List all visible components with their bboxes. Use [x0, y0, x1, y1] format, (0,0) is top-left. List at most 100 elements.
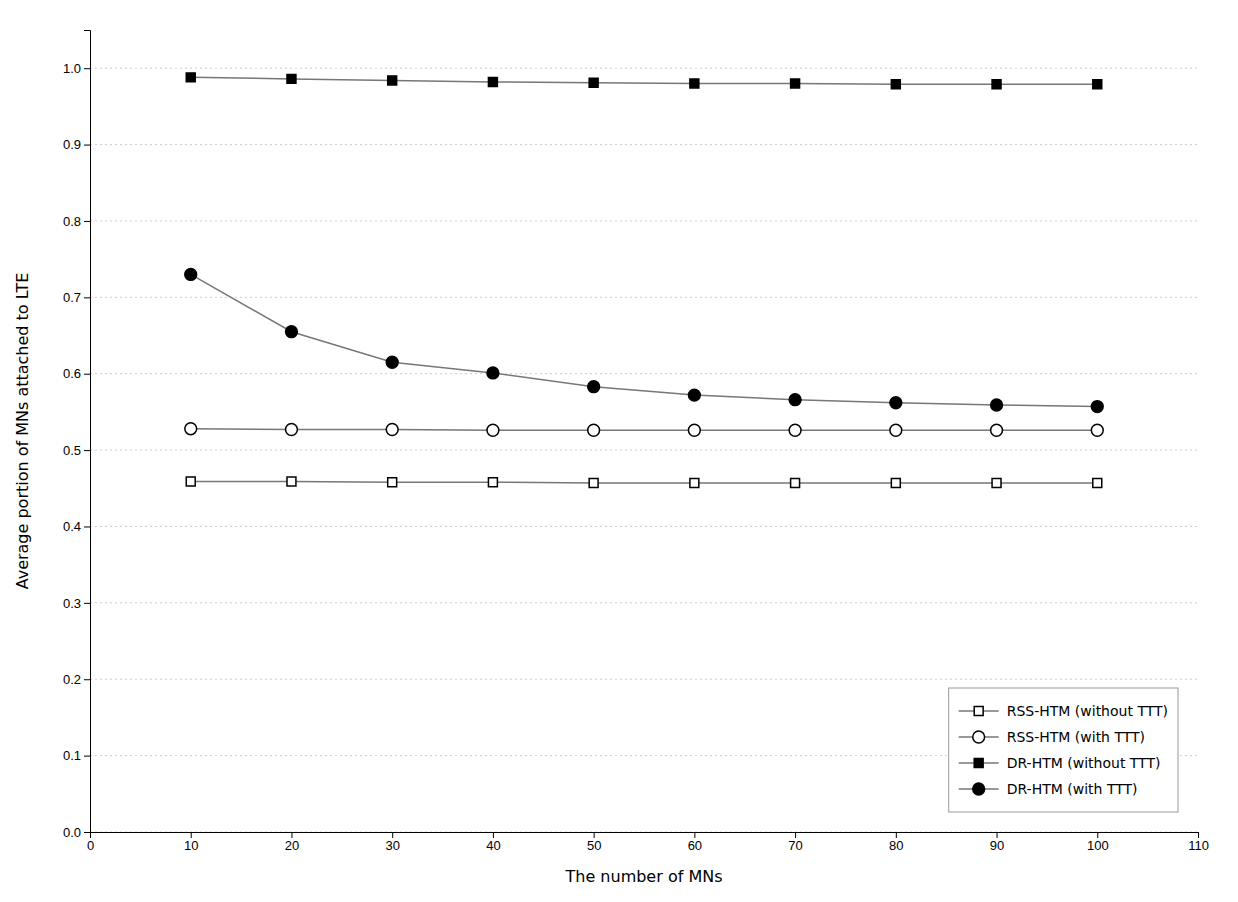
legend-label: DR-HTM (without TTT): [1007, 755, 1161, 771]
y-axis: 0.00.10.20.30.40.50.60.70.80.91.0: [63, 31, 91, 840]
data-point: [286, 326, 298, 338]
data-point: [791, 79, 800, 88]
data-point: [185, 269, 197, 281]
tick: 10: [184, 832, 198, 853]
tick-mark: [1097, 832, 1098, 838]
data-point: [1091, 424, 1103, 436]
grid-line: [90, 373, 1198, 374]
tick: 0.0: [63, 825, 90, 840]
y-axis-title: Average portion of MNs attached to LTE: [13, 273, 32, 590]
tick-mark: [84, 756, 90, 757]
tick-label: 50: [587, 838, 601, 853]
tick-mark: [84, 145, 90, 146]
series-line: [191, 429, 1098, 431]
data-point: [688, 389, 700, 401]
tick-label: 20: [285, 838, 299, 853]
data-point: [992, 80, 1001, 89]
grid-line: [90, 450, 1198, 451]
legend-marker: [974, 707, 983, 716]
legend-item: DR-HTM (with TTT): [959, 781, 1138, 797]
data-point: [690, 79, 699, 88]
tick: 0.8: [63, 214, 90, 229]
tick: 0.3: [63, 596, 90, 611]
legend-item: DR-HTM (without TTT): [959, 755, 1161, 771]
tick: 0: [87, 832, 94, 853]
legend-frame: [949, 688, 1178, 812]
data-point: [1093, 80, 1102, 89]
data-point: [286, 424, 298, 436]
data-point: [186, 73, 195, 82]
data-point: [386, 424, 398, 436]
tick-label: 0.8: [63, 214, 81, 229]
legend-marker: [974, 759, 983, 768]
legend-item: RSS-HTM (with TTT): [959, 729, 1145, 745]
data-point: [589, 478, 598, 487]
x-axis-title: The number of MNs: [565, 867, 723, 886]
tick: 100: [1087, 832, 1109, 853]
data-point: [789, 424, 801, 436]
tick-mark: [84, 297, 90, 298]
plot-area: 01020304050607080901001100.00.10.20.30.4…: [63, 31, 1209, 854]
tick-label: 0.0: [63, 825, 81, 840]
data-point: [991, 424, 1003, 436]
grid: [90, 68, 1198, 832]
tick-mark: [84, 450, 90, 451]
data-point: [287, 477, 296, 486]
data-point: [791, 478, 800, 487]
tick-label: 1.0: [63, 61, 81, 76]
tick-mark: [84, 832, 90, 833]
data-point: [688, 424, 700, 436]
data-point: [488, 77, 497, 86]
tick: 0.5: [63, 443, 90, 458]
tick-label: 0.1: [63, 748, 81, 763]
tick-label: 80: [889, 838, 903, 853]
tick-label: 90: [990, 838, 1004, 853]
data-point: [690, 478, 699, 487]
grid-line: [90, 220, 1198, 221]
tick: 90: [990, 832, 1004, 853]
tick-mark: [191, 832, 192, 838]
axis-line: [91, 833, 1199, 839]
tick: 1.0: [63, 61, 90, 76]
tick-label: 100: [1087, 838, 1109, 853]
tick-label: 40: [486, 838, 500, 853]
grid-line: [90, 297, 1198, 298]
axis-line: [84, 31, 91, 833]
tick-mark: [795, 832, 796, 838]
data-point: [488, 478, 497, 487]
tick: 0.9: [63, 137, 90, 152]
series: [185, 423, 1103, 436]
tick: 0.1: [63, 748, 90, 763]
data-point: [890, 397, 902, 409]
tick: 110: [1188, 832, 1209, 853]
data-point: [789, 394, 801, 406]
tick-mark: [84, 603, 90, 604]
data-point: [890, 424, 902, 436]
legend-label: RSS-HTM (without TTT): [1007, 703, 1168, 719]
data-point: [992, 478, 1001, 487]
grid-line: [90, 679, 1198, 680]
legend-label: RSS-HTM (with TTT): [1007, 729, 1145, 745]
grid-line: [90, 526, 1198, 527]
legend-item: RSS-HTM (without TTT): [959, 703, 1168, 719]
series: [186, 477, 1101, 487]
series-line: [191, 481, 1098, 483]
tick-label: 0.3: [63, 596, 81, 611]
data-point: [185, 423, 197, 435]
tick: 0.2: [63, 672, 90, 687]
tick-mark: [896, 832, 897, 838]
series-group: [185, 73, 1103, 488]
grid-line: [90, 602, 1198, 603]
tick-label: 0.7: [63, 290, 81, 305]
tick: 50: [587, 832, 601, 853]
x-axis: 0102030405060708090100110: [87, 832, 1209, 853]
tick: 40: [486, 832, 500, 853]
tick: 60: [688, 832, 702, 853]
tick: 0.7: [63, 290, 90, 305]
tick-mark: [392, 832, 393, 838]
tick-mark: [291, 832, 292, 838]
data-point: [388, 478, 397, 487]
tick-label: 70: [788, 838, 802, 853]
tick-label: 0.6: [63, 366, 81, 381]
tick-label: 0.2: [63, 672, 81, 687]
